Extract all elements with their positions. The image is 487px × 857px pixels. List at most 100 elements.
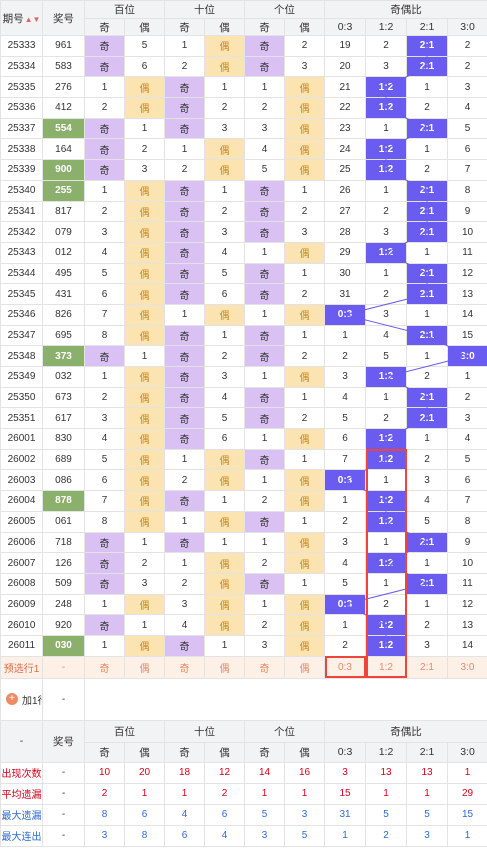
table-row: 25347 695 8 偶奇 1 奇 1 1 4 2:1 15 xyxy=(0,324,487,347)
predict-cell[interactable]: 2:1 xyxy=(406,655,448,679)
omission-count: 1 xyxy=(164,303,205,326)
issue-header[interactable]: 期号▲▼ xyxy=(0,0,43,36)
stat-value: 2 xyxy=(84,782,125,805)
ratio-hit-cell: 2:1 xyxy=(406,262,448,285)
ratio-hit-cell: 1:2 xyxy=(365,241,407,264)
predict-row[interactable]: 预选行1 - 奇 偶 奇 偶 奇 偶 0:3 1:2 2:1 3:0 xyxy=(0,655,487,679)
omission-count: 5 xyxy=(84,448,125,471)
omission-count: 2 xyxy=(164,159,205,181)
footer-units-header: 个位 xyxy=(244,719,325,743)
stat-row: 平均遗漏 -2 1 1 2 1 1 15 1 1 29 xyxy=(0,782,487,805)
odd-marker: 奇 xyxy=(164,531,205,554)
even-marker: 偶 xyxy=(284,366,325,388)
predict-cell[interactable]: 奇 xyxy=(84,655,125,679)
ratio-omission-cell: 1 xyxy=(406,428,448,450)
predict-cell[interactable]: 奇 xyxy=(164,655,205,679)
omission-count: 4 xyxy=(204,241,245,264)
predict-cell[interactable]: 偶 xyxy=(124,655,165,679)
omission-count: 5 xyxy=(244,159,285,181)
add-row-blank xyxy=(85,678,487,720)
draw-number: 276 xyxy=(42,76,85,99)
omission-count: 1 xyxy=(164,552,205,574)
omission-count: 3 xyxy=(204,366,245,388)
ratio-hit-cell: 1:2 xyxy=(365,614,407,636)
stat-value: 6 xyxy=(204,803,245,826)
ratio-omission-cell: 3 xyxy=(324,366,366,388)
predict-cell[interactable]: 奇 xyxy=(244,655,285,679)
predict-cell[interactable]: 3:0 xyxy=(447,655,487,679)
omission-count: 6 xyxy=(84,469,125,492)
issue-number: 25341 xyxy=(0,200,43,223)
odd-marker: 奇 xyxy=(164,345,205,367)
add-row-button[interactable]: +加1行 xyxy=(0,677,43,721)
sort-icon[interactable]: ▲▼ xyxy=(24,14,41,24)
ratio-hit-cell: 1:2 xyxy=(365,448,407,471)
statistics-rows: 出现次数 -10 20 18 12 14 16 3 13 13 1 平均遗漏 -2 1 1 2 1 1 15 1 1 29… xyxy=(0,761,487,847)
even-marker: 偶 xyxy=(124,510,165,533)
predict-label: 预选行1 xyxy=(0,655,43,679)
ratio-omission-cell: 31 xyxy=(324,283,366,305)
ratio-hit-cell: 2:1 xyxy=(406,35,448,57)
ratio-omission-cell: 26 xyxy=(324,179,366,202)
omission-count: 1 xyxy=(124,117,165,140)
odd-marker: 奇 xyxy=(164,179,205,202)
even-marker: 偶 xyxy=(284,593,325,616)
issue-number: 26006 xyxy=(0,531,43,554)
stat-value: 5 xyxy=(284,824,325,847)
odd-marker: 奇 xyxy=(164,407,205,430)
stat-value: 3 xyxy=(406,824,448,847)
table-row: 25334 583 奇 6 2 偶奇 3 20 3 2:1 2 xyxy=(0,55,487,78)
even-marker: 偶 xyxy=(284,531,325,554)
ratio-omission-cell: 1 xyxy=(406,552,448,574)
ratio-hit-cell: 1:2 xyxy=(365,428,407,450)
omission-count: 5 xyxy=(84,262,125,285)
issue-number: 25343 xyxy=(0,241,43,264)
odd-marker: 奇 xyxy=(84,55,125,78)
even-marker: 偶 xyxy=(204,303,245,326)
predict-cell[interactable]: 1:2 xyxy=(365,655,407,679)
omission-count: 5 xyxy=(124,35,165,57)
ratio-subheader: 3:0 xyxy=(447,18,487,36)
stat-value: 13 xyxy=(365,761,407,784)
omission-count: 5 xyxy=(204,407,245,430)
ratio-omission-cell: 1 xyxy=(406,303,448,326)
draw-number: 826 xyxy=(42,303,85,326)
issue-number: 26009 xyxy=(0,593,43,616)
ratio-subheader: 2:1 xyxy=(406,18,448,36)
draw-number: 012 xyxy=(42,241,85,264)
omission-count: 2 xyxy=(164,55,205,78)
odd-marker: 奇 xyxy=(244,448,285,471)
even-marker: 偶 xyxy=(204,55,245,78)
even-marker: 偶 xyxy=(284,469,325,492)
ratio-hit-cell: 2:1 xyxy=(406,572,448,595)
omission-count: 3 xyxy=(244,117,285,140)
table-row: 25348 373 奇 1 奇 2 奇 2 2 5 1 3:0 xyxy=(0,345,487,367)
omission-count: 2 xyxy=(204,97,245,119)
table-row: 25346 826 7 偶 1 偶 1 偶 0:3 3 1 14 xyxy=(0,303,487,326)
omission-count: 1 xyxy=(204,324,245,347)
issue-number: 26002 xyxy=(0,448,43,471)
even-marker: 偶 xyxy=(124,366,165,388)
ratio-hit-cell: 2:1 xyxy=(406,283,448,305)
plus-icon[interactable]: + xyxy=(6,693,18,706)
ratio-omission-cell: 20 xyxy=(324,55,366,78)
omission-count: 1 xyxy=(244,303,285,326)
ratio-omission-cell: 2 xyxy=(365,35,407,57)
ratio-hit-cell: 1:2 xyxy=(365,97,407,119)
predict-cell[interactable]: 偶 xyxy=(204,655,245,679)
footer-dash-header: - xyxy=(0,719,43,763)
predict-cell[interactable]: 0:3 xyxy=(324,655,366,679)
odd-subheader: 奇 xyxy=(244,741,285,763)
omission-count: 1 xyxy=(204,634,245,657)
ratio-omission-cell: 13 xyxy=(447,614,487,636)
omission-count: 1 xyxy=(284,262,325,285)
omission-count: 1 xyxy=(284,324,325,347)
table-row: 25338 164 奇 2 1 偶 4 偶 24 1:2 1 6 xyxy=(0,138,487,161)
issue-number: 25333 xyxy=(0,35,43,57)
draw-number: 583 xyxy=(42,55,85,78)
issue-number: 25351 xyxy=(0,407,43,430)
predict-cell[interactable]: 偶 xyxy=(284,655,325,679)
ratio-hit-cell: 1:2 xyxy=(365,490,407,512)
omission-count: 1 xyxy=(284,572,325,595)
issue-number: 25334 xyxy=(0,55,43,78)
